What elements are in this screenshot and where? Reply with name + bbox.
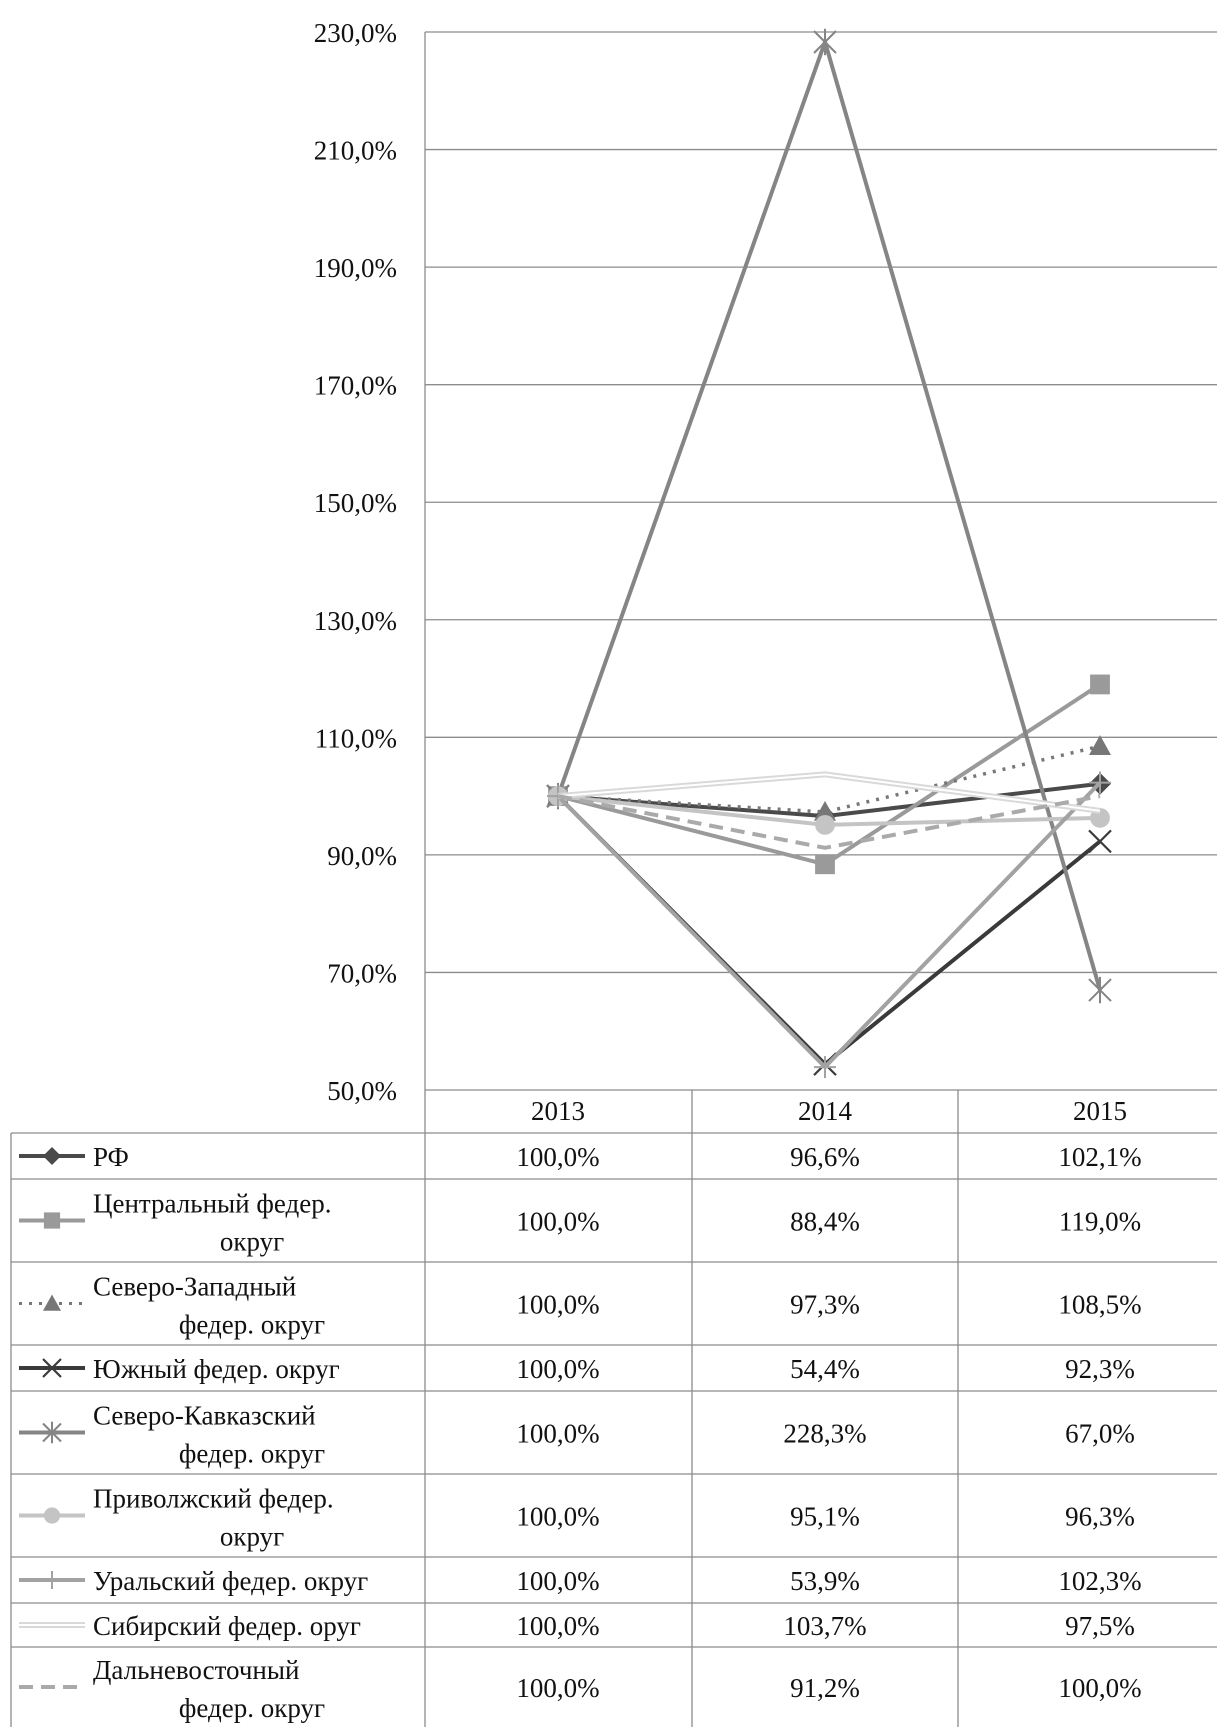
table-cell-value: 228,3% xyxy=(783,1419,866,1449)
table-cell-value: 92,3% xyxy=(1065,1354,1135,1384)
legend-label: Уральский федер. округ xyxy=(93,1566,368,1596)
legend-label: округ xyxy=(220,1522,284,1552)
table-row-уральский-федер-округ: Уральский федер. округ 100,0% 53,9% 102,3% xyxy=(19,1566,1142,1596)
y-tick-label: 230,0% xyxy=(314,18,397,48)
table-cell-value: 102,3% xyxy=(1058,1566,1141,1596)
table-row-приволжский-федер-округ: Приволжский федер. округ 100,0% 95,1% 96,3% xyxy=(19,1484,1135,1552)
table-cell-value: 100,0% xyxy=(516,1142,599,1172)
table-row-северо-западный-федер-округ: Северо-Западный федер. округ 100,0% 97,3% 10… xyxy=(19,1272,1142,1340)
legend-label: Северо-Кавказский xyxy=(93,1401,316,1431)
legend-label: Южный федер. округ xyxy=(93,1354,340,1384)
legend-key xyxy=(19,1294,85,1311)
data-point-marker xyxy=(1089,771,1111,794)
legend-label: Приволжский федер. xyxy=(93,1484,334,1514)
table-cell-value: 100,0% xyxy=(516,1502,599,1532)
series-сибирский-федер-оруг xyxy=(557,771,1101,814)
y-tick-label: 130,0% xyxy=(314,606,397,636)
legend-key xyxy=(19,1421,85,1444)
table-cell-value: 97,5% xyxy=(1065,1611,1135,1641)
series-дальневосточный-федер-округ xyxy=(557,794,1101,850)
table-cell-value: 100,0% xyxy=(516,1354,599,1384)
table-row-сибирский-федер-оруг: Сибирский федер. оруг 100,0% 103,7% 97,5% xyxy=(19,1611,1135,1641)
table-row-южный-федер-округ: Южный федер. округ 100,0% 54,4% 92,3% xyxy=(19,1354,1135,1384)
y-tick-label: 210,0% xyxy=(314,136,397,166)
legend-label: Северо-Западный xyxy=(93,1272,296,1302)
legend-label: федер. округ xyxy=(179,1693,325,1723)
data-point-marker xyxy=(43,1212,61,1229)
y-tick-label: 190,0% xyxy=(314,253,397,283)
data-point-marker xyxy=(42,1358,62,1378)
x-category-label: 2013 xyxy=(531,1096,585,1126)
table-cell-value: 67,0% xyxy=(1065,1419,1135,1449)
data-point-marker xyxy=(814,800,836,821)
table-cell-value: 54,4% xyxy=(790,1354,860,1384)
data-point-marker xyxy=(42,1421,62,1444)
table-row-дальневосточный-федер-округ: Дальневосточный федер. округ 100,0% 91,2% 10… xyxy=(19,1655,1142,1723)
data-point-marker xyxy=(814,1056,836,1079)
table-row-центральный-федер-округ: Центральный федер. округ 100,0% 88,4% 119,0% xyxy=(19,1189,1141,1257)
table-row-северо-кавказский-федер-округ: Северо-Кавказский федер. округ 100,0% 228,3… xyxy=(19,1401,1135,1469)
table-cell-value: 100,0% xyxy=(516,1290,599,1320)
table-row-рф: РФ 100,0% 96,6% 102,1% xyxy=(19,1142,1142,1172)
legend-key xyxy=(19,1147,85,1165)
data-point-marker xyxy=(1088,976,1112,1004)
data-point-marker xyxy=(43,1147,61,1165)
y-tick-label: 70,0% xyxy=(327,958,397,988)
table-cell-value: 97,3% xyxy=(790,1290,860,1320)
legend-label: округ xyxy=(220,1227,284,1257)
y-tick-label: 110,0% xyxy=(315,723,397,753)
legend-key xyxy=(19,1507,85,1524)
x-category-label: 2015 xyxy=(1073,1096,1127,1126)
series-lines xyxy=(546,28,1112,1079)
y-tick-label: 50,0% xyxy=(327,1076,397,1106)
legend-label: Центральный федер. xyxy=(93,1189,331,1219)
table-cell-value: 102,1% xyxy=(1058,1142,1141,1172)
series-северо-западный-федер-округ xyxy=(547,735,1111,821)
table-cell-value: 100,0% xyxy=(516,1419,599,1449)
table-cell-value: 53,9% xyxy=(790,1566,860,1596)
data-point-marker xyxy=(43,1507,61,1524)
data-point-marker xyxy=(815,854,835,875)
table-cell-value: 100,0% xyxy=(1058,1673,1141,1703)
data-point-marker xyxy=(43,1294,61,1311)
legend-label: Дальневосточный xyxy=(93,1655,299,1685)
gridlines xyxy=(425,31,1217,1091)
series-line xyxy=(556,794,1102,1067)
legend-label: федер. округ xyxy=(179,1310,325,1340)
table-cell-value: 96,6% xyxy=(790,1142,860,1172)
table-cell-value: 96,3% xyxy=(1065,1502,1135,1532)
table-cell-value: 100,0% xyxy=(516,1611,599,1641)
data-point-marker xyxy=(43,1571,61,1589)
legend-key xyxy=(19,1571,85,1589)
table-cell-value: 108,5% xyxy=(1058,1290,1141,1320)
data-point-marker xyxy=(815,815,835,835)
legend-key xyxy=(19,1212,85,1229)
legend-label: Сибирский федер. оруг xyxy=(93,1611,361,1641)
table-cell-value: 103,7% xyxy=(783,1611,866,1641)
data-point-marker xyxy=(1090,674,1110,695)
table-cell-value: 100,0% xyxy=(516,1673,599,1703)
y-tick-label: 90,0% xyxy=(327,841,397,871)
table-cell-value: 91,2% xyxy=(790,1673,860,1703)
data-point-marker xyxy=(1088,829,1112,854)
table-cell-value: 88,4% xyxy=(790,1207,860,1237)
data-table: 2013 2014 2015 РФ 100,0% 96,6% 102,1% Центральн… xyxy=(10,1090,1217,1727)
series-line-inner xyxy=(557,773,1101,812)
table-cell-value: 95,1% xyxy=(790,1502,860,1532)
x-category-label: 2014 xyxy=(798,1096,853,1126)
legend-key xyxy=(19,1358,85,1378)
series-line xyxy=(557,794,1101,850)
y-tick-label: 170,0% xyxy=(314,371,397,401)
table-cell-value: 100,0% xyxy=(516,1566,599,1596)
data-point-marker xyxy=(1089,735,1111,755)
legend-label: РФ xyxy=(93,1142,129,1172)
data-point-marker xyxy=(813,28,837,56)
y-tick-label: 150,0% xyxy=(314,488,397,518)
table-cell-value: 119,0% xyxy=(1059,1207,1141,1237)
y-axis: 230,0% 210,0% 190,0% 170,0% 150,0% 130,0% 110,… xyxy=(314,18,426,1106)
legend-label: федер. округ xyxy=(179,1439,325,1469)
table-cell-value: 100,0% xyxy=(516,1207,599,1237)
